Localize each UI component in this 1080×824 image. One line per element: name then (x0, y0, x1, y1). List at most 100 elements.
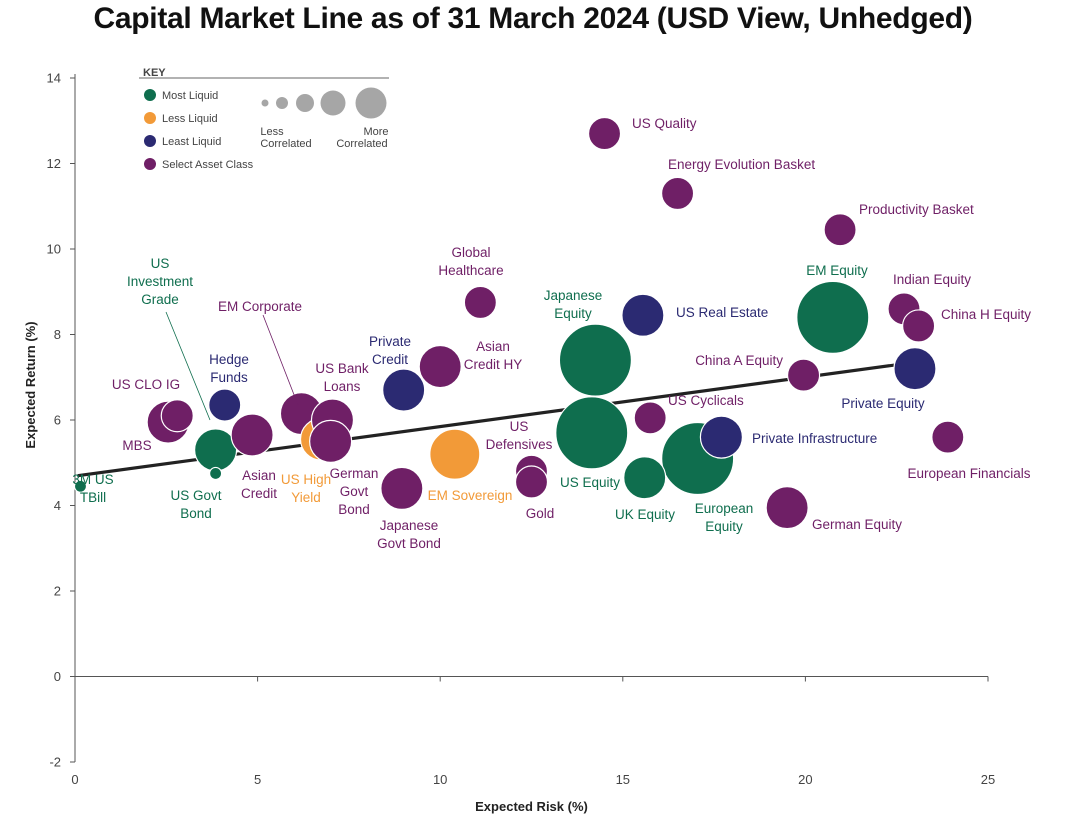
label-em-equity: EM Equity (806, 263, 868, 278)
point-japanese-equity (558, 323, 633, 397)
label-line: Bond (338, 502, 370, 517)
point-uk-equity (623, 456, 667, 500)
point-us-equity (555, 396, 629, 470)
point-china-a-equity (786, 358, 821, 392)
point-us-govt-bond (194, 428, 238, 472)
label-line: China H Equity (941, 307, 1031, 322)
point-3m-us-tbill (73, 479, 88, 493)
point-us-clo-ig (160, 399, 194, 433)
label-private-credit: Private Credit (369, 334, 411, 367)
point-asian-credit (230, 413, 274, 457)
label-us-real-estate: US Real Estate (676, 305, 768, 320)
label-us-bank-loans: US Bank Loans (315, 361, 369, 394)
label-line: Asian (242, 468, 276, 483)
x-tick-label: 25 (981, 772, 995, 787)
label-line: UK Equity (615, 507, 675, 522)
label-line: Energy Evolution Basket (668, 157, 815, 172)
label-line: Hedge (209, 352, 249, 367)
y-tick-label: 6 (54, 413, 61, 428)
x-tick-label: 0 (71, 772, 78, 787)
label-line: TBill (80, 490, 106, 505)
label-asian-credit-hy: Asian Credit HY (464, 339, 523, 372)
x-tick-label: 15 (616, 772, 630, 787)
label-line: Private (369, 334, 411, 349)
label-line: Healthcare (438, 263, 503, 278)
y-tick-label: 14 (47, 71, 61, 86)
key-label-least-liquid: Least Liquid (162, 136, 221, 148)
label-line: Defensives (486, 437, 553, 452)
points-layer (73, 116, 965, 530)
label-line: Loans (324, 379, 361, 394)
y-tick-label: 4 (54, 498, 61, 513)
key-title: KEY (143, 67, 166, 79)
key-label-most-liquid: Most Liquid (162, 90, 218, 102)
label-line: German Equity (812, 517, 902, 532)
label-em-corporate: EM Corporate (218, 299, 302, 314)
label-line: Gold (526, 506, 555, 521)
point-private-infrastructure (699, 415, 744, 459)
point-german-equity (765, 486, 809, 530)
label-line: Govt Bond (377, 536, 441, 551)
label-german-equity: German Equity (812, 517, 902, 532)
point-gold (514, 465, 549, 499)
point-asian-credit-hy (418, 344, 462, 389)
label-line: US High (281, 472, 331, 487)
label-german-govt-bond: German Govt Bond (330, 466, 379, 517)
label-us-equity: US Equity (560, 475, 620, 490)
label-line: European Financials (907, 466, 1030, 481)
key-swatch-less-liquid (144, 112, 156, 124)
point-em-equity (796, 280, 870, 354)
label-gold: Gold (526, 506, 555, 521)
label-us-govt-bond: US Govt Bond (170, 488, 221, 521)
point-labels-layer: 3M US TBill US Govt Bond US Investment Grade He… (72, 116, 1031, 551)
label-us-high-yield: US High Yield (281, 472, 331, 505)
key-size-circle (261, 99, 269, 107)
chart-title: Capital Market Line as of 31 March 2024 … (93, 2, 973, 35)
x-tick-label: 20 (798, 772, 812, 787)
point-us-cyclicals (633, 401, 667, 435)
leader-line (165, 311, 211, 421)
y-tick-label: -2 (49, 755, 61, 770)
point-us-real-estate (621, 293, 665, 337)
point-us-quality (587, 116, 622, 151)
label-line: US Quality (632, 116, 697, 131)
y-tick-label: 10 (47, 242, 61, 257)
point-us-investment-grade (209, 466, 223, 481)
label-private-equity: Private Equity (841, 396, 925, 411)
label-line: EM Equity (806, 263, 868, 278)
x-tick-label: 5 (254, 772, 261, 787)
label-em-sovereign: EM Sovereign (428, 488, 513, 503)
point-em-sovereign (429, 428, 481, 480)
x-tick-label: 10 (433, 772, 447, 787)
label-line: Govt (340, 484, 369, 499)
point-global-healthcare (463, 285, 497, 320)
label-us-cyclicals: US Cyclicals (668, 393, 744, 408)
y-tick-label: 12 (47, 156, 61, 171)
label-line: Yield (291, 490, 321, 505)
label-energy-evolution-basket: Energy Evolution Basket (668, 157, 815, 172)
label-line: MBS (122, 438, 151, 453)
key-size-low-label: Less Correlated (260, 126, 311, 150)
point-german-govt-bond (309, 419, 353, 463)
label-japanese-govt-bond: Japanese Govt Bond (377, 518, 441, 551)
label-line: Credit HY (464, 357, 523, 372)
y-tick-label: 8 (54, 327, 61, 342)
label-china-a-equity: China A Equity (695, 353, 783, 368)
label-line: Japanese (544, 288, 603, 303)
label-line: German (330, 466, 379, 481)
label-line: US Govt (170, 488, 221, 503)
label-china-h-equity: China H Equity (941, 307, 1031, 322)
label-asian-credit: Asian Credit (241, 468, 277, 501)
label-line: European (695, 501, 754, 516)
label-line: Private Infrastructure (752, 431, 877, 446)
label-mbs: MBS (122, 438, 151, 453)
label-us-quality: US Quality (632, 116, 697, 131)
axes: -2 0 2 4 6 8 10 12 14 0 5 10 15 20 25 Expected Risk (%)… (23, 71, 995, 815)
label-line: Productivity Basket (859, 202, 974, 217)
key-label-select: Select Asset Class (162, 159, 254, 171)
legend-key: KEY Most Liquid Less Liquid Least Liquid Sel… (139, 67, 389, 171)
label-line: China A Equity (695, 353, 783, 368)
label-private-infrastructure: Private Infrastructure (752, 431, 877, 446)
key-swatch-most-liquid (144, 89, 156, 101)
